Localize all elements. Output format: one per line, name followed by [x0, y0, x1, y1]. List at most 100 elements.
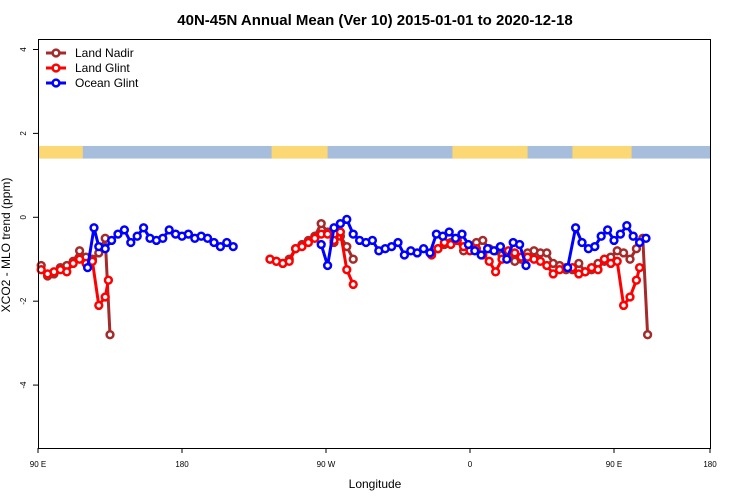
data-point [335, 218, 346, 229]
land-band-segment [452, 145, 528, 159]
legend-item: Land Nadir [46, 46, 134, 60]
data-point [602, 225, 613, 235]
data-point [438, 231, 448, 241]
x-tick-label: 90 E [606, 460, 622, 469]
data-point [574, 258, 584, 269]
data-point [297, 241, 307, 252]
data-point [89, 223, 99, 233]
data-point [119, 225, 130, 235]
data-point [548, 269, 558, 279]
legend-item: Ocean Glint [46, 76, 139, 90]
data-point [599, 254, 610, 264]
data-point [68, 258, 78, 269]
plot-frame [38, 39, 711, 449]
data-point [476, 250, 486, 260]
data-point [348, 254, 358, 264]
legend-label: Ocean Glint [75, 76, 139, 90]
data-point [510, 248, 520, 258]
data-point [444, 227, 454, 237]
land-ocean-mask-band [38, 145, 710, 159]
data-point [634, 237, 645, 248]
data-point [463, 239, 474, 250]
x-tick-label: 0 [468, 460, 473, 469]
y-tick-label: 2 [19, 131, 28, 136]
data-point [489, 246, 499, 256]
data-point [521, 260, 531, 271]
data-point [535, 256, 546, 266]
data-point [631, 275, 642, 285]
data-point [303, 237, 314, 248]
data-point [625, 292, 635, 302]
data-point [399, 250, 410, 260]
x-axis-label: Longitude [349, 477, 402, 491]
legend-marker [51, 63, 61, 73]
data-point [158, 233, 168, 243]
data-point [612, 256, 622, 266]
data-point [342, 265, 352, 275]
data-point [622, 221, 632, 231]
data-point [580, 267, 590, 277]
data-point [342, 214, 352, 225]
series-ocean-glint [82, 214, 651, 273]
data-point [82, 262, 93, 273]
data-point [577, 237, 587, 248]
data-point [215, 241, 226, 252]
data-point [502, 254, 512, 264]
x-tick-label: 90 E [30, 460, 46, 469]
data-point [329, 223, 339, 233]
data-point [106, 235, 117, 246]
x-tick-label: 180 [703, 460, 717, 469]
data-point [542, 248, 552, 258]
land-band-segment [271, 145, 328, 159]
data-point [113, 229, 123, 239]
data-point [542, 260, 552, 271]
data-point [642, 330, 653, 340]
data-point [590, 241, 600, 252]
data-point [412, 248, 422, 258]
data-point [418, 244, 429, 254]
data-point [100, 292, 110, 302]
data-point [457, 229, 467, 239]
data-point [609, 235, 619, 246]
data-point [433, 244, 443, 254]
data-point [450, 233, 461, 243]
y-tick-label: 0 [19, 215, 28, 220]
data-point [348, 229, 358, 239]
data-point [94, 300, 104, 311]
data-point [316, 218, 326, 229]
data-point [126, 237, 136, 248]
data-point [316, 239, 326, 250]
x-tick-label: 90 W [317, 460, 336, 469]
data-point [209, 237, 219, 248]
data-point [183, 229, 194, 239]
data-point [367, 235, 378, 246]
axes: 90 E 180 90 W 0 90 E 180 -4 -2 0 2 4 [19, 47, 717, 469]
data-point [322, 260, 333, 271]
data-point [132, 231, 142, 241]
data-point [615, 229, 626, 239]
data-point [596, 231, 606, 241]
y-tick-label: -2 [19, 297, 28, 305]
data-point [222, 237, 232, 248]
data-point [425, 248, 435, 258]
y-tick-label: 4 [19, 47, 28, 52]
data-point [570, 223, 581, 233]
y-tick-label: -4 [19, 381, 28, 389]
data-point [310, 233, 320, 243]
data-point [228, 241, 238, 252]
data-point [62, 267, 72, 277]
data-point [641, 233, 651, 243]
data-point [514, 239, 525, 250]
data-point [322, 229, 333, 239]
legend-marker [51, 48, 61, 58]
data-point [634, 262, 645, 273]
data-point [618, 248, 629, 258]
data-point [103, 275, 114, 285]
data-point [74, 246, 85, 256]
data-point [348, 279, 358, 290]
data-point [470, 246, 480, 256]
data-point [284, 256, 294, 266]
data-point [164, 225, 174, 235]
